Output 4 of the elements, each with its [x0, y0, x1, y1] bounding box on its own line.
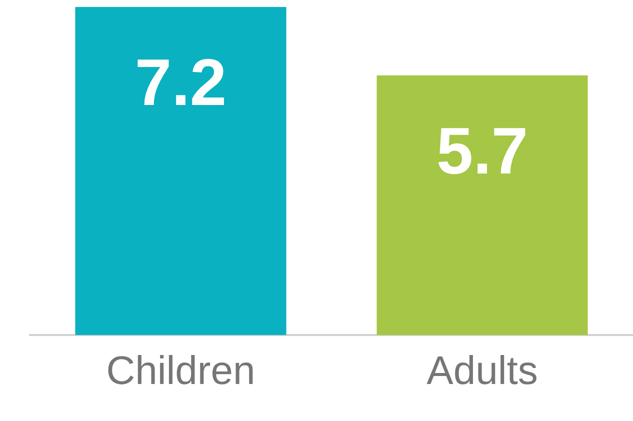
x-tick-label: Adults	[426, 349, 538, 394]
x-tick-label: Children	[106, 349, 256, 394]
data-label: 7.2	[134, 45, 227, 120]
data-label: 5.7	[436, 114, 528, 188]
